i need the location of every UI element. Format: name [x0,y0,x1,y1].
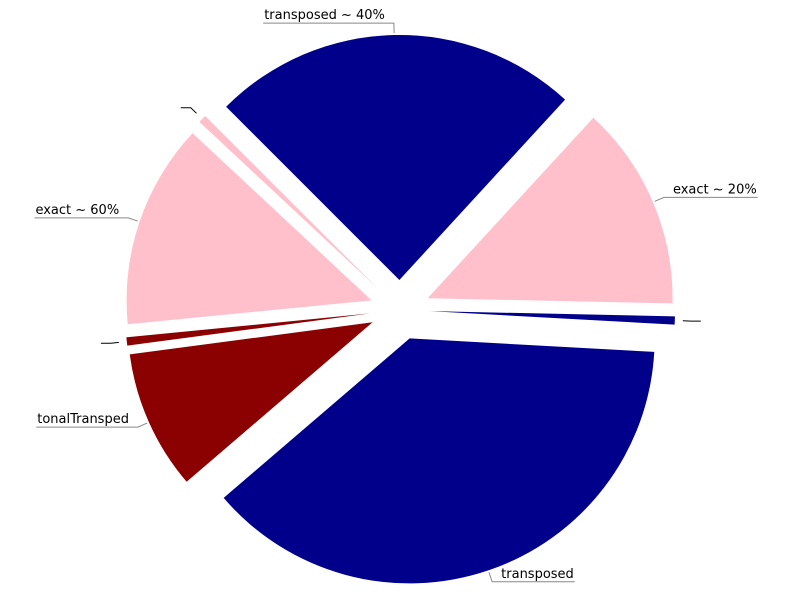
slice-labels: transposed ~ 40% exact ~ 20% transposed ton… [34,8,758,583]
pie-slice-5 [126,313,371,346]
leader-stub-7 [180,107,197,114]
pie-slice-3 [223,338,655,584]
pie-slice-1 [427,117,673,304]
leader-line-0 [263,22,395,34]
leader-stub-5 [100,341,119,344]
leader-line-4 [36,422,148,428]
slice-label-1: exact ~ 20% [673,182,757,197]
slice-label-6: exact ~ 60% [35,203,119,218]
slice-label-3: transposed [501,567,574,582]
slice-label-0: transposed ~ 40% [264,8,385,23]
slice-label-4: tonalTransped [37,412,129,427]
pie-slice-4 [129,322,373,482]
leader-line-3 [488,572,575,583]
pie-slice-6 [126,133,372,325]
pie-slice-0 [226,35,566,281]
leader-line-1 [654,196,758,202]
pie-slices [126,35,675,584]
leader-line-6 [34,217,138,222]
pie-slice-7 [199,115,379,290]
pie-slice-2 [429,311,675,325]
